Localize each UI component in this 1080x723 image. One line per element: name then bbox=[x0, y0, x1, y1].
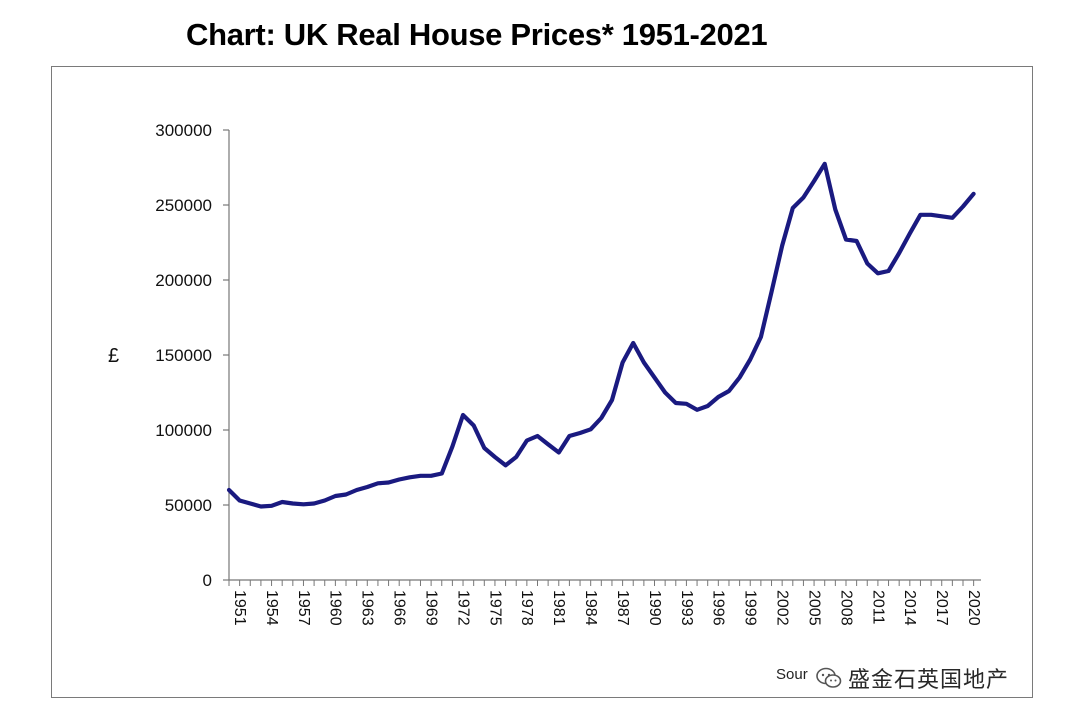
y-tick-label: 100000 bbox=[155, 421, 212, 440]
source-note: Sour bbox=[776, 666, 808, 683]
chart-title: Chart: UK Real House Prices* 1951-2021 bbox=[186, 17, 768, 52]
x-tick-label: 1990 bbox=[646, 590, 663, 626]
axes bbox=[228, 130, 981, 581]
y-tick-label: 300000 bbox=[155, 121, 212, 140]
x-tick-label: 2014 bbox=[901, 590, 918, 626]
x-tick-label: 1981 bbox=[550, 590, 567, 626]
y-tick-label: 250000 bbox=[155, 196, 212, 215]
x-tick-label: 1963 bbox=[359, 590, 376, 626]
x-tick-label: 1966 bbox=[391, 590, 408, 626]
x-tick-label: 1996 bbox=[710, 590, 727, 626]
x-tick-label: 2005 bbox=[805, 590, 822, 626]
x-axis-ticks: 1951 1954 1957 1960 1963 1966 1969 1972 1975 1978… bbox=[228, 580, 982, 626]
x-tick-label: 1978 bbox=[518, 590, 535, 626]
series-group bbox=[226, 161, 976, 509]
y-axis-label: £ bbox=[108, 345, 119, 367]
watermark-text: 盛金石英国地产 bbox=[848, 668, 1010, 693]
x-tick-label: 1954 bbox=[263, 590, 280, 626]
x-tick-label: 1999 bbox=[742, 590, 759, 626]
y-tick-label: 200000 bbox=[155, 271, 212, 290]
wechat-icon bbox=[816, 667, 842, 688]
y-tick-label: 150000 bbox=[155, 346, 212, 365]
x-tick-label: 1975 bbox=[486, 590, 503, 626]
x-tick-label: 1960 bbox=[327, 590, 344, 626]
x-tick-label: 2020 bbox=[965, 590, 982, 626]
x-tick-label: 1987 bbox=[614, 590, 631, 626]
x-tick-label: 1957 bbox=[295, 590, 312, 626]
series-line bbox=[226, 161, 976, 509]
x-tick-label: 2002 bbox=[774, 590, 791, 626]
y-tick-label: 0 bbox=[203, 571, 212, 590]
chart-frame bbox=[51, 66, 1033, 698]
x-tick-label: 2017 bbox=[933, 590, 950, 626]
x-tick-label: 2008 bbox=[837, 590, 854, 626]
x-tick-label: 2011 bbox=[869, 590, 886, 625]
x-tick-label: 1951 bbox=[231, 590, 248, 626]
x-tick-label: 1984 bbox=[582, 590, 599, 626]
x-tick-label: 1972 bbox=[454, 590, 471, 626]
y-axis-ticks: 0 50000 100000 150000 200000 250000 300000 bbox=[155, 121, 229, 590]
y-tick-label: 50000 bbox=[165, 496, 212, 515]
watermark: 盛金石英国地产 bbox=[816, 662, 1009, 694]
x-tick-label: 1969 bbox=[422, 590, 439, 626]
x-tick-label: 1993 bbox=[678, 590, 695, 626]
